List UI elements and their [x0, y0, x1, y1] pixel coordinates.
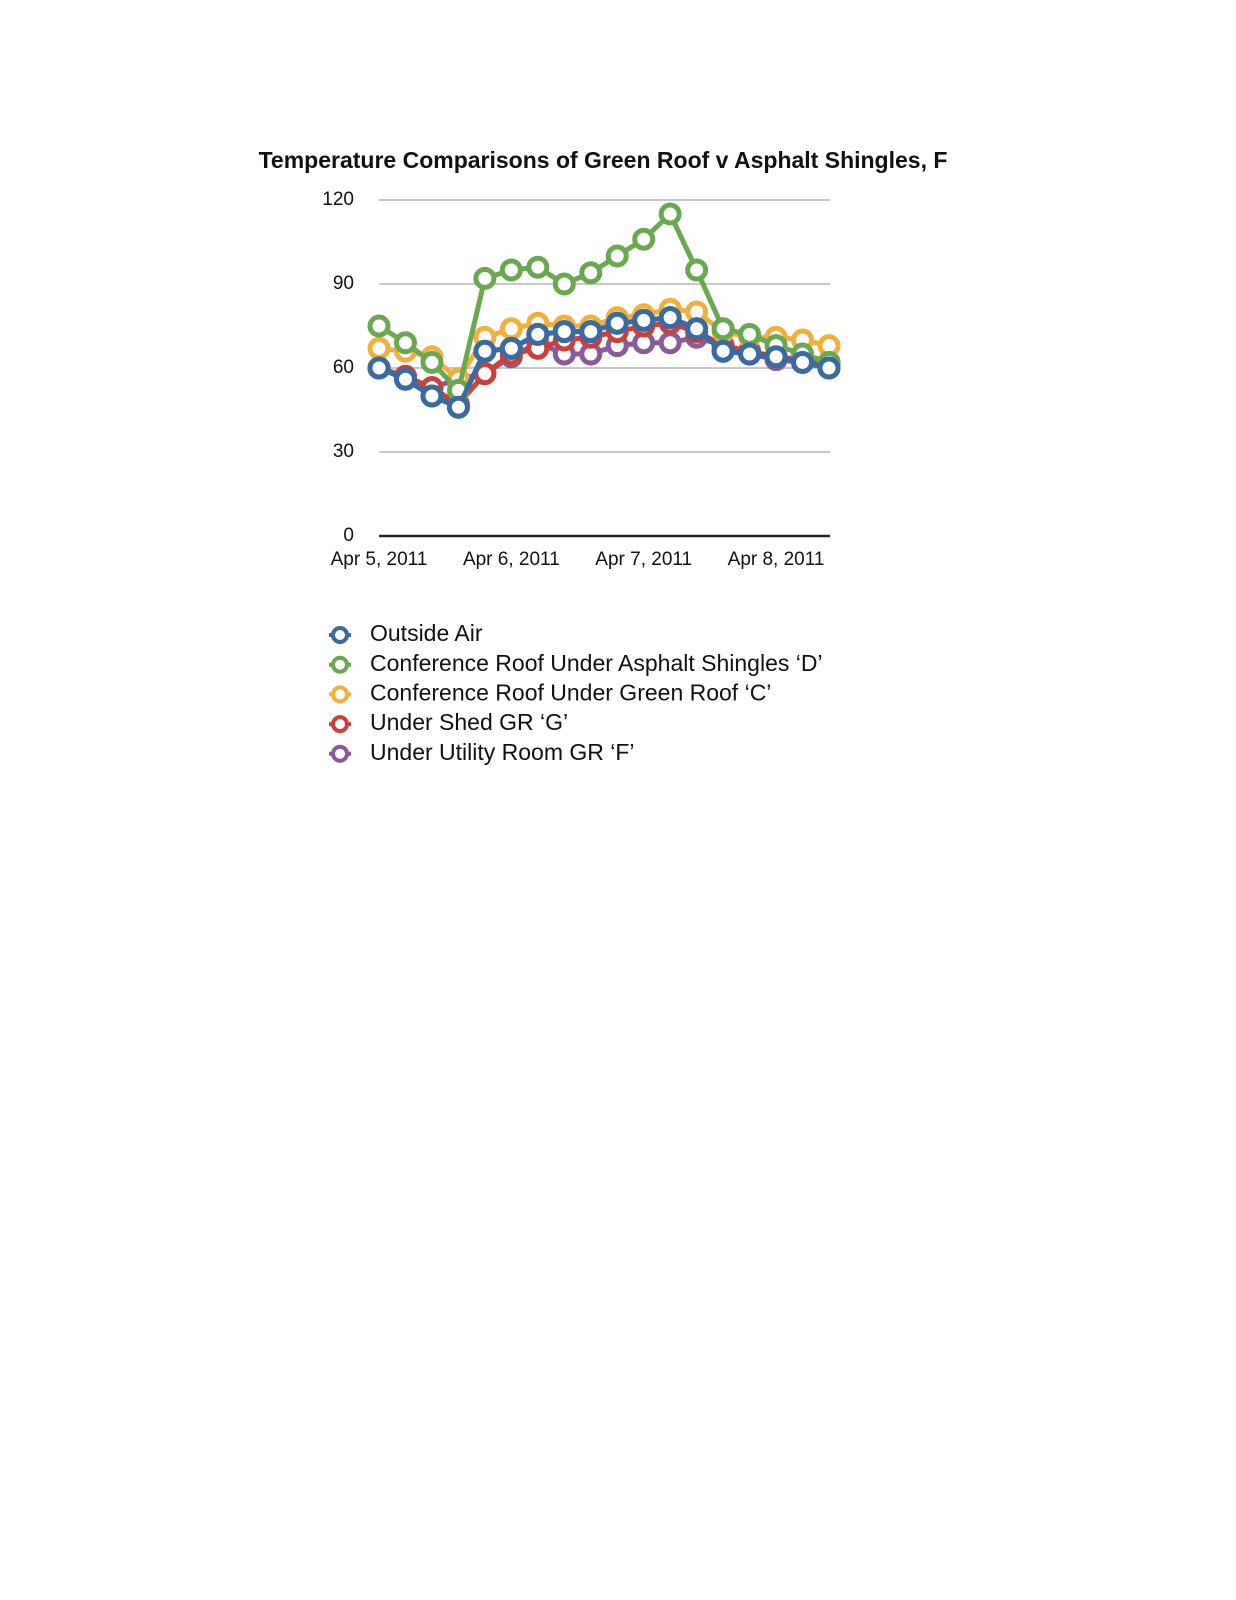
- data-point: [764, 345, 788, 369]
- data-point: [685, 258, 709, 282]
- data-point: [552, 272, 576, 296]
- data-point: [393, 367, 417, 391]
- legend-marker: [331, 685, 349, 704]
- legend-label: Under Utility Room GR ‘F’: [370, 739, 635, 765]
- data-point: [526, 322, 550, 346]
- data-point: [367, 336, 391, 360]
- legend-marker: [331, 626, 349, 644]
- y-tick-label: 30: [333, 441, 354, 462]
- legend-marker: [331, 715, 349, 734]
- data-point: [420, 350, 444, 374]
- series-line: [377, 211, 830, 393]
- series-line: [378, 315, 830, 410]
- data-point: [658, 306, 682, 330]
- x-tick-label: Apr 6, 2011: [463, 549, 560, 570]
- data-point: [420, 384, 444, 408]
- data-point: [473, 339, 497, 363]
- data-point: [579, 320, 603, 344]
- x-tick-label: Apr 7, 2011: [595, 549, 692, 570]
- data-point: [791, 350, 815, 374]
- legend-marker: [331, 655, 349, 674]
- data-point: [473, 266, 497, 290]
- series-line: [378, 315, 830, 410]
- legend-label: Outside Air: [370, 620, 483, 646]
- y-tick-label: 60: [333, 357, 354, 378]
- data-point: [711, 339, 735, 363]
- data-point: [632, 308, 656, 332]
- data-point: [738, 342, 762, 366]
- y-tick-label: 120: [322, 189, 354, 210]
- data-point: [526, 255, 550, 279]
- y-tick-label: 90: [333, 273, 354, 294]
- data-point: [632, 227, 656, 251]
- legend-marker: [331, 744, 349, 763]
- data-point: [605, 311, 629, 335]
- chart-title: Temperature Comparisons of Green Roof v …: [259, 147, 948, 173]
- data-point: [367, 314, 391, 338]
- data-point: [499, 258, 523, 282]
- data-point: [499, 317, 523, 341]
- data-point: [738, 322, 762, 346]
- y-tick-label: 0: [343, 525, 354, 546]
- data-point: [393, 331, 417, 355]
- data-point: [711, 317, 735, 341]
- legend-label: Conference Roof Under Green Roof ‘C’: [370, 679, 771, 705]
- x-tick-label: Apr 8, 2011: [728, 549, 825, 570]
- data-point: [552, 320, 576, 344]
- data-point: [605, 244, 629, 268]
- data-point: [446, 395, 470, 419]
- data-point: [817, 356, 841, 380]
- data-point: [658, 331, 682, 355]
- x-tick-label: Apr 5, 2011: [331, 549, 428, 570]
- data-point: [499, 336, 523, 360]
- legend-label: Conference Roof Under Asphalt Shingles ‘…: [370, 650, 823, 676]
- data-point: [579, 261, 603, 285]
- data-point: [367, 356, 391, 380]
- data-point: [658, 202, 682, 226]
- legend-label: Under Shed GR ‘G’: [370, 709, 568, 735]
- data-point: [685, 317, 709, 341]
